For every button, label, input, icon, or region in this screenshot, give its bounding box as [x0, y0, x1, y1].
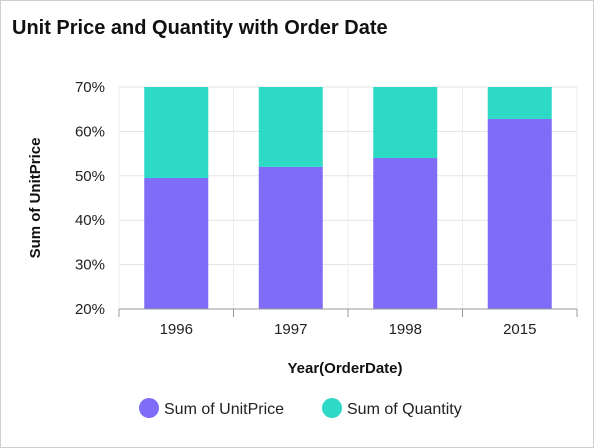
- bars: [144, 87, 552, 309]
- chart-title: Unit Price and Quantity with Order Date: [12, 17, 388, 39]
- bar-quantity-1998[interactable]: [373, 87, 438, 159]
- legend-swatch: [322, 398, 342, 418]
- y-tick-label: 70%: [75, 79, 105, 96]
- bar-unitprice-2015[interactable]: [487, 118, 552, 309]
- legend-swatch: [139, 398, 159, 418]
- x-axis-label: Year(OrderDate): [287, 360, 402, 377]
- axes: [118, 308, 578, 317]
- x-tick-label: 1998: [389, 321, 422, 338]
- bar-quantity-1997[interactable]: [258, 87, 323, 167]
- x-tick-label: 2015: [503, 321, 536, 338]
- y-tick-label: 40%: [75, 212, 105, 229]
- x-tick-label: 1997: [274, 321, 307, 338]
- x-tick-labels: 1996 1997 1998 2015: [160, 321, 537, 338]
- legend-item-quantity[interactable]: Sum of Quantity: [322, 398, 462, 418]
- bar-quantity-1996[interactable]: [144, 87, 209, 179]
- bar-unitprice-1998[interactable]: [373, 158, 438, 309]
- y-tick-labels: 20% 30% 40% 50% 60% 70%: [75, 79, 105, 318]
- y-tick-label: 30%: [75, 257, 105, 274]
- x-tick-label: 1996: [160, 321, 193, 338]
- bar-quantity-2015[interactable]: [487, 87, 552, 119]
- y-axis-label: Sum of UnitPrice: [27, 138, 44, 259]
- legend-label: Sum of UnitPrice: [164, 401, 284, 418]
- bar-unitprice-1996[interactable]: [144, 178, 209, 309]
- legend-item-unitprice[interactable]: Sum of UnitPrice: [139, 398, 284, 418]
- y-tick-label: 20%: [75, 301, 105, 318]
- y-tick-label: 60%: [75, 123, 105, 140]
- legend-label: Sum of Quantity: [347, 401, 462, 418]
- y-tick-label: 50%: [75, 168, 105, 185]
- legend: Sum of UnitPrice Sum of Quantity: [139, 398, 462, 418]
- bar-unitprice-1997[interactable]: [258, 166, 323, 309]
